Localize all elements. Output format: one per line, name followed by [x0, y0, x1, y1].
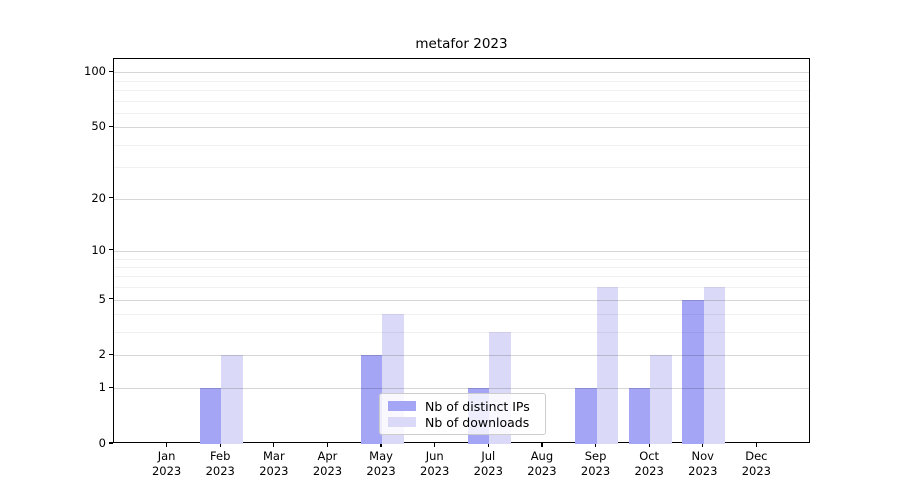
- x-tick-nov: [702, 443, 704, 447]
- gridline-minor-80: [114, 89, 809, 91]
- x-tick-label-dec: Dec 2023: [724, 449, 788, 479]
- x-label-year: 2023: [688, 464, 718, 478]
- y-tick-5: [109, 298, 113, 300]
- x-label-year: 2023: [420, 464, 450, 478]
- x-label-month: Sep: [584, 449, 607, 463]
- y-tick-label-20: 20: [91, 190, 106, 205]
- legend-label-downloads: Nb of downloads: [425, 414, 530, 430]
- x-label-year: 2023: [259, 464, 289, 478]
- x-label-year: 2023: [312, 464, 343, 478]
- y-tick-10: [109, 249, 113, 251]
- gridline-major-20: [114, 198, 809, 200]
- legend: Nb of distinct IPs Nb of downloads: [379, 393, 546, 435]
- bar-distinct-ips-sep: [575, 388, 597, 444]
- gridline-major-100: [114, 72, 809, 74]
- x-label-month: May: [369, 449, 393, 463]
- x-tick-label-jul: Jul 2023: [456, 449, 520, 479]
- bar-downloads-feb: [221, 355, 243, 444]
- y-tick-label-2: 2: [98, 347, 106, 362]
- x-label-year: 2023: [366, 464, 396, 478]
- x-tick-label-sep: Sep 2023: [564, 449, 628, 479]
- y-tick-100: [109, 70, 113, 72]
- x-label-month: Dec: [745, 449, 768, 463]
- y-tick-label-0: 0: [98, 436, 106, 450]
- bar-downloads-oct: [650, 355, 672, 444]
- x-label-month: Aug: [530, 449, 554, 463]
- gridline-minor-90: [114, 80, 809, 82]
- y-tick-1: [109, 386, 113, 388]
- x-tick-may: [380, 443, 382, 447]
- x-tick-label-apr: Apr 2023: [295, 449, 359, 479]
- legend-item-distinct-ips: Nb of distinct IPs: [388, 398, 537, 414]
- y-tick-label-5: 5: [98, 291, 106, 306]
- x-label-year: 2023: [634, 464, 664, 478]
- gridline-minor-9: [114, 258, 809, 260]
- x-label-year: 2023: [527, 464, 557, 478]
- x-label-month: Jun: [425, 449, 444, 463]
- plot-area: [113, 58, 810, 444]
- legend-swatch-downloads: [388, 417, 416, 427]
- x-tick-label-mar: Mar 2023: [242, 449, 306, 479]
- x-tick-jul: [487, 443, 489, 447]
- x-label-year: 2023: [151, 464, 182, 478]
- y-tick-0: [109, 442, 113, 444]
- x-tick-jun: [434, 443, 436, 447]
- bar-distinct-ips-oct: [628, 388, 651, 444]
- x-tick-label-oct: Oct 2023: [617, 449, 681, 479]
- legend-label-distinct-ips: Nb of distinct IPs: [425, 398, 530, 414]
- x-tick-apr: [326, 443, 329, 447]
- x-tick-dec: [755, 443, 757, 447]
- bar-downloads-nov: [703, 287, 726, 444]
- y-tick-label-100: 100: [84, 64, 106, 79]
- x-tick-jan: [166, 443, 168, 447]
- y-tick-2: [109, 353, 113, 356]
- x-label-month: Jul: [481, 449, 496, 463]
- bar-distinct-ips-may: [360, 355, 383, 444]
- gridline-major-10: [114, 250, 809, 252]
- gridline-minor-70: [114, 100, 809, 102]
- x-label-month: Apr: [317, 449, 338, 463]
- gridline-minor-30: [114, 167, 809, 169]
- x-label-month: Feb: [210, 449, 231, 463]
- y-tick-label-10: 10: [91, 242, 106, 257]
- x-label-year: 2023: [473, 464, 503, 478]
- y-tick-50: [109, 125, 113, 127]
- x-tick-feb: [219, 443, 221, 447]
- chart-title: metafor 2023: [415, 36, 508, 52]
- x-tick-label-aug: Aug 2023: [510, 449, 574, 479]
- gridline-minor-7: [114, 276, 809, 278]
- legend-swatch-distinct-ips: [388, 401, 416, 411]
- x-tick-mar: [273, 443, 275, 447]
- x-tick-label-jan: Jan 2023: [135, 449, 199, 479]
- x-tick-aug: [541, 443, 543, 447]
- y-tick-label-50: 50: [91, 119, 106, 134]
- x-label-year: 2023: [741, 464, 772, 478]
- legend-item-downloads: Nb of downloads: [388, 414, 537, 430]
- x-tick-label-feb: Feb 2023: [188, 449, 252, 479]
- y-tick-20: [109, 197, 113, 199]
- bar-distinct-ips-feb: [199, 388, 222, 444]
- x-label-year: 2023: [205, 464, 235, 478]
- x-label-month: Oct: [639, 449, 660, 463]
- gridline-minor-60: [114, 112, 809, 114]
- x-tick-label-may: May 2023: [349, 449, 413, 479]
- x-label-month: Jan: [157, 449, 176, 463]
- bar-distinct-ips-nov: [682, 299, 704, 444]
- x-label-month: Mar: [262, 449, 285, 463]
- gridline-minor-40: [114, 144, 809, 146]
- bar-downloads-sep: [596, 287, 619, 444]
- x-tick-label-nov: Nov 2023: [671, 449, 735, 479]
- y-tick-label-1: 1: [98, 380, 106, 395]
- gridline-minor-8: [114, 266, 809, 268]
- gridline-major-50: [114, 127, 809, 129]
- x-tick-label-jun: Jun 2023: [403, 449, 467, 479]
- x-label-month: Nov: [691, 449, 714, 463]
- x-tick-sep: [594, 443, 597, 447]
- x-tick-oct: [648, 443, 650, 447]
- x-label-year: 2023: [580, 464, 611, 478]
